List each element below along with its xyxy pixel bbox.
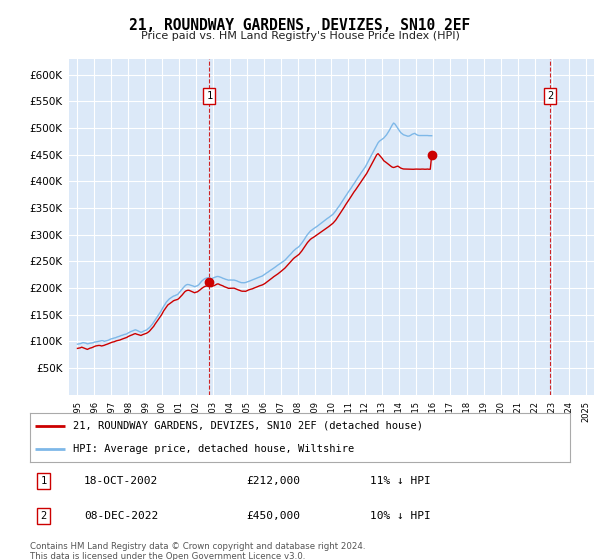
Text: 11% ↓ HPI: 11% ↓ HPI: [370, 476, 431, 486]
Text: 18-OCT-2002: 18-OCT-2002: [84, 476, 158, 486]
Text: 21, ROUNDWAY GARDENS, DEVIZES, SN10 2EF: 21, ROUNDWAY GARDENS, DEVIZES, SN10 2EF: [130, 18, 470, 33]
Text: 2: 2: [547, 91, 553, 101]
Text: 08-DEC-2022: 08-DEC-2022: [84, 511, 158, 521]
Text: Contains HM Land Registry data © Crown copyright and database right 2024.
This d: Contains HM Land Registry data © Crown c…: [30, 542, 365, 560]
Text: 2: 2: [40, 511, 47, 521]
Text: 10% ↓ HPI: 10% ↓ HPI: [370, 511, 431, 521]
Text: 21, ROUNDWAY GARDENS, DEVIZES, SN10 2EF (detached house): 21, ROUNDWAY GARDENS, DEVIZES, SN10 2EF …: [73, 421, 423, 431]
Text: 1: 1: [40, 476, 47, 486]
Text: £212,000: £212,000: [246, 476, 300, 486]
Text: £450,000: £450,000: [246, 511, 300, 521]
Text: HPI: Average price, detached house, Wiltshire: HPI: Average price, detached house, Wilt…: [73, 444, 355, 454]
Text: Price paid vs. HM Land Registry's House Price Index (HPI): Price paid vs. HM Land Registry's House …: [140, 31, 460, 41]
Text: 1: 1: [206, 91, 212, 101]
